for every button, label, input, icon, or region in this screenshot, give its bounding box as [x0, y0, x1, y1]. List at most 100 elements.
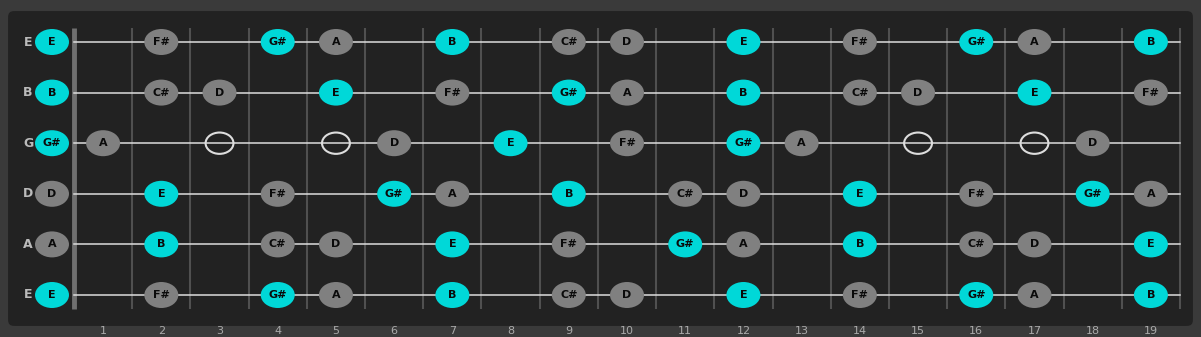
Text: F#: F# [269, 189, 286, 199]
Ellipse shape [551, 282, 586, 308]
Text: E: E [507, 138, 514, 148]
Text: 15: 15 [912, 326, 925, 336]
Text: 14: 14 [853, 326, 867, 336]
Text: C#: C# [676, 189, 694, 199]
Text: G#: G# [734, 138, 753, 148]
Text: A: A [622, 88, 632, 98]
Text: D: D [389, 138, 399, 148]
Ellipse shape [261, 232, 294, 257]
Text: A: A [1030, 290, 1039, 300]
Ellipse shape [1134, 232, 1167, 257]
Text: B: B [1147, 37, 1155, 47]
Text: G#: G# [676, 239, 694, 249]
Ellipse shape [35, 80, 68, 105]
Ellipse shape [843, 282, 877, 308]
Ellipse shape [1134, 181, 1167, 207]
Ellipse shape [960, 282, 993, 308]
Text: C#: C# [153, 88, 171, 98]
Text: G: G [23, 137, 34, 150]
Text: 19: 19 [1143, 326, 1158, 336]
Ellipse shape [1017, 29, 1051, 55]
Ellipse shape [727, 130, 760, 156]
Ellipse shape [1017, 232, 1051, 257]
Text: D: D [622, 37, 632, 47]
Text: E: E [740, 37, 747, 47]
Text: A: A [48, 239, 56, 249]
Ellipse shape [551, 232, 586, 257]
Text: F#: F# [153, 290, 169, 300]
Ellipse shape [436, 29, 470, 55]
Ellipse shape [843, 80, 877, 105]
Ellipse shape [494, 130, 527, 156]
Ellipse shape [436, 232, 470, 257]
Ellipse shape [319, 29, 353, 55]
Text: A: A [797, 138, 806, 148]
Text: 1: 1 [100, 326, 107, 336]
Ellipse shape [35, 130, 68, 156]
Ellipse shape [35, 181, 68, 207]
Text: G#: G# [967, 290, 986, 300]
Ellipse shape [610, 282, 644, 308]
Ellipse shape [144, 29, 178, 55]
Ellipse shape [727, 282, 760, 308]
Text: D: D [914, 88, 922, 98]
Ellipse shape [1134, 80, 1167, 105]
Ellipse shape [35, 232, 68, 257]
Text: F#: F# [444, 88, 461, 98]
Text: E: E [448, 239, 456, 249]
Text: A: A [1147, 189, 1155, 199]
Ellipse shape [610, 130, 644, 156]
Ellipse shape [1076, 181, 1110, 207]
Text: E: E [24, 288, 32, 302]
Ellipse shape [960, 232, 993, 257]
Text: 11: 11 [679, 326, 692, 336]
Ellipse shape [843, 232, 877, 257]
Text: E: E [1147, 239, 1154, 249]
Ellipse shape [727, 29, 760, 55]
Ellipse shape [551, 80, 586, 105]
Text: E: E [48, 290, 55, 300]
Ellipse shape [86, 130, 120, 156]
Text: E: E [48, 37, 55, 47]
Ellipse shape [727, 181, 760, 207]
Text: C#: C# [269, 239, 287, 249]
Ellipse shape [551, 29, 586, 55]
Text: 8: 8 [507, 326, 514, 336]
Text: B: B [564, 189, 573, 199]
Ellipse shape [261, 282, 294, 308]
Text: F#: F# [852, 37, 868, 47]
Text: E: E [333, 88, 340, 98]
Text: A: A [739, 239, 748, 249]
Text: D: D [1029, 239, 1039, 249]
Text: G#: G# [269, 290, 287, 300]
Text: 3: 3 [216, 326, 223, 336]
Text: E: E [856, 189, 864, 199]
Ellipse shape [436, 80, 470, 105]
Ellipse shape [784, 130, 819, 156]
Text: G#: G# [560, 88, 578, 98]
Text: C#: C# [560, 37, 578, 47]
Text: A: A [331, 290, 340, 300]
Ellipse shape [668, 232, 703, 257]
Ellipse shape [1017, 282, 1051, 308]
Ellipse shape [319, 282, 353, 308]
Text: D: D [23, 187, 34, 200]
Ellipse shape [319, 80, 353, 105]
Text: D: D [1088, 138, 1098, 148]
Ellipse shape [843, 181, 877, 207]
Text: E: E [157, 189, 165, 199]
Text: B: B [448, 37, 456, 47]
Text: B: B [48, 88, 56, 98]
Text: 12: 12 [736, 326, 751, 336]
Ellipse shape [144, 80, 178, 105]
Text: C#: C# [560, 290, 578, 300]
Text: 4: 4 [274, 326, 281, 336]
Ellipse shape [1134, 29, 1167, 55]
Text: B: B [740, 88, 747, 98]
Text: E: E [740, 290, 747, 300]
Text: G#: G# [384, 189, 404, 199]
Text: E: E [1030, 88, 1039, 98]
Ellipse shape [35, 29, 68, 55]
Ellipse shape [35, 282, 68, 308]
Text: F#: F# [561, 239, 578, 249]
